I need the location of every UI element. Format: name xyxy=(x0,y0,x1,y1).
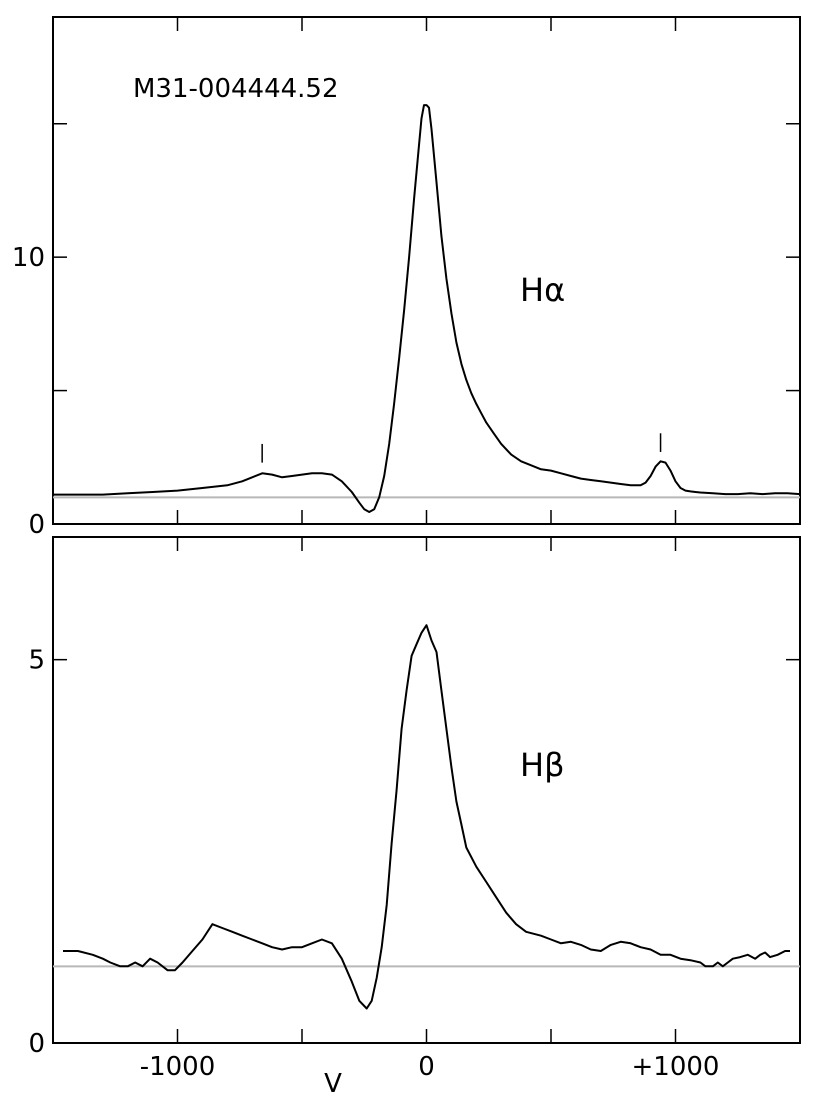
x-tick-label: -1000 xyxy=(140,1052,216,1082)
spectrum-line xyxy=(53,104,801,513)
y-tick-label: 0 xyxy=(28,510,45,540)
y-tick-label: 5 xyxy=(28,646,45,676)
line-label: Hβ xyxy=(520,746,564,784)
y-tick-label: 10 xyxy=(12,243,45,273)
halpha-panel: 0 10 M31-004444.52 Hα xyxy=(12,16,801,540)
object-name: M31-004444.52 xyxy=(133,74,339,104)
y-tick-label: 0 xyxy=(28,1029,45,1059)
spectrum-line xyxy=(63,624,790,1010)
hbeta-panel: 0 5 -1000 0 +1000 Hβ xyxy=(28,536,801,1082)
line-label: Hα xyxy=(520,271,565,309)
x-axis-label: V xyxy=(324,1069,342,1099)
x-tick-label: +1000 xyxy=(632,1052,720,1082)
x-tick-label: 0 xyxy=(418,1052,435,1082)
